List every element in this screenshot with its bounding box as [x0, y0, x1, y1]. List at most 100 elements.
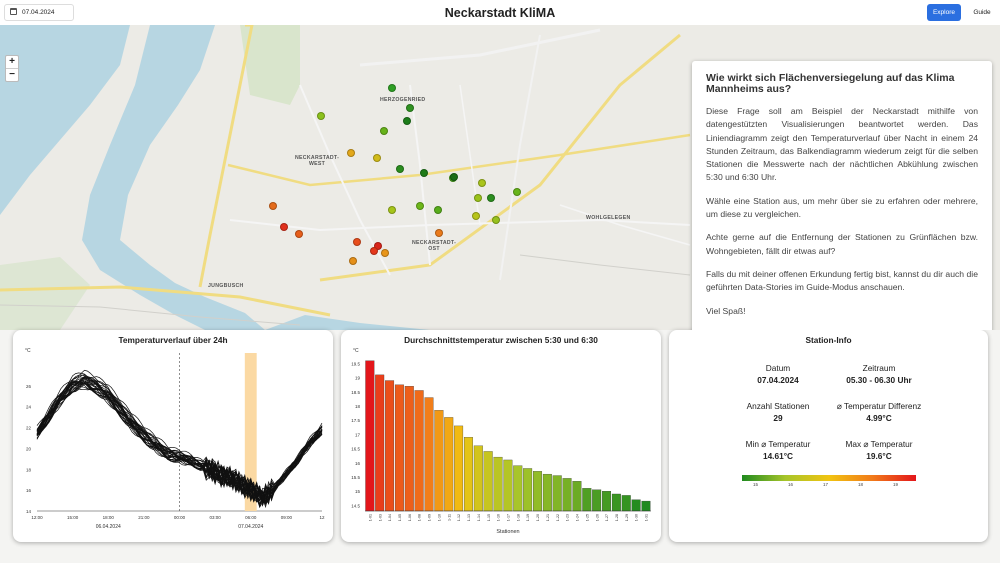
- y-tick-label: 24: [26, 405, 32, 410]
- stat-label: Anzahl Stationen: [746, 401, 810, 411]
- stat-value: 07.04.2024: [757, 375, 799, 385]
- y-tick-label: 15.5: [351, 475, 360, 480]
- x-tick-label: 1-11: [447, 514, 451, 521]
- legend-tick: 15: [753, 482, 759, 487]
- district-label-neckarstadt-ost: NECKARSTADT- OST: [412, 240, 457, 252]
- station-marker[interactable]: [373, 154, 381, 162]
- station-marker[interactable]: [435, 229, 443, 237]
- stat-label: ⌀ Temperatur Differenz: [836, 401, 922, 411]
- x-axis-label: Stationen: [496, 529, 519, 535]
- x-tick-label: 1-09: [428, 514, 432, 521]
- bar-chart-title: Durchschnittstemperatur zwischen 5:30 un…: [404, 335, 598, 345]
- bar: [513, 465, 523, 512]
- station-marker[interactable]: [513, 188, 521, 196]
- x-tick-label: 1-14: [477, 514, 481, 521]
- zoom-out-button[interactable]: −: [9, 69, 15, 80]
- x-tick-label: 1-03: [378, 514, 382, 521]
- station-marker[interactable]: [349, 257, 357, 265]
- y-axis-label: °C: [353, 348, 359, 354]
- x-tick-label: 18:00: [103, 515, 115, 520]
- station-marker[interactable]: [474, 194, 482, 202]
- station-map[interactable]: HERZOGENRIED NECKARSTADT- WEST NECKARSTA…: [0, 25, 1000, 330]
- x-tick-label: 1-28: [615, 514, 619, 521]
- station-marker[interactable]: [472, 212, 480, 220]
- station-marker[interactable]: [492, 216, 500, 224]
- station-marker[interactable]: [381, 249, 389, 257]
- stat-max: Max ⌀ Temperatur 19.6°C: [824, 438, 934, 462]
- station-info-title: Station-Info: [805, 335, 852, 345]
- station-info-panel: Station-Info Datum 07.04.2024 Zeitraum 0…: [669, 330, 988, 542]
- legend-tick: 18: [858, 482, 864, 487]
- bar: [621, 495, 631, 512]
- series-line: [36, 381, 323, 508]
- x-tick-label: 1-23: [566, 514, 570, 521]
- zoom-control: + −: [5, 55, 19, 82]
- stat-min: Min ⌀ Temperatur 14.61°C: [723, 438, 833, 462]
- x-tick-label: 1-16: [497, 514, 501, 521]
- guide-button[interactable]: Guide: [973, 9, 991, 16]
- station-marker[interactable]: [269, 202, 277, 210]
- intro-paragraph: Achte gerne auf die Entfernung der Stati…: [706, 232, 978, 256]
- station-marker[interactable]: [388, 206, 396, 214]
- station-marker[interactable]: [347, 149, 355, 157]
- station-marker[interactable]: [295, 230, 303, 238]
- x-tick-label: 1-22: [556, 514, 560, 521]
- y-tick-label: 14.5: [351, 503, 360, 508]
- bar: [503, 459, 513, 512]
- x-tick-label: 1-26: [595, 514, 599, 521]
- station-marker[interactable]: [317, 112, 325, 120]
- y-tick-label: 18: [26, 467, 32, 472]
- bar: [414, 390, 424, 512]
- intro-paragraph: Wähle eine Station aus, um mehr über sie…: [706, 195, 978, 220]
- stat-datum: Datum 07.04.2024: [723, 362, 833, 386]
- date-picker[interactable]: 07.04.2024: [4, 4, 74, 21]
- y-tick-label: 26: [26, 384, 32, 389]
- stat-value: 05.30 - 06.30 Uhr: [846, 375, 912, 385]
- x-tick-label: 1-29: [625, 514, 629, 521]
- y-tick-label: 20: [26, 446, 32, 451]
- x-tick-label: 1-25: [585, 514, 589, 521]
- x-tick-label: 1-19: [526, 514, 530, 521]
- x-tick-label: 1-27: [605, 514, 609, 521]
- station-marker[interactable]: [370, 247, 378, 255]
- series-line: [36, 372, 323, 505]
- zoom-in-button[interactable]: +: [6, 56, 18, 69]
- station-marker[interactable]: [450, 173, 458, 181]
- station-marker[interactable]: [487, 194, 495, 202]
- x-tick-label: 1-31: [645, 514, 649, 521]
- stat-value: 19.6°C: [866, 451, 892, 461]
- station-marker[interactable]: [478, 179, 486, 187]
- station-marker[interactable]: [406, 104, 414, 112]
- station-marker[interactable]: [353, 238, 361, 246]
- explore-button[interactable]: Explore: [927, 4, 961, 21]
- station-marker[interactable]: [420, 169, 428, 177]
- station-marker[interactable]: [280, 223, 288, 231]
- stat-label: Min ⌀ Temperatur: [745, 439, 811, 449]
- station-marker[interactable]: [403, 117, 411, 125]
- y-tick-label: 15: [355, 489, 361, 494]
- district-label-wohlgelegen: WOHLGELEGEN: [586, 215, 631, 221]
- station-marker[interactable]: [416, 202, 424, 210]
- bar: [533, 471, 542, 512]
- x-tick-label: 1-15: [487, 514, 491, 521]
- station-marker[interactable]: [374, 242, 382, 250]
- y-tick-label: 22: [26, 426, 32, 431]
- date-label: 06.04.2024: [96, 524, 121, 530]
- station-marker[interactable]: [380, 127, 388, 135]
- highlight-band: [244, 353, 257, 511]
- station-marker[interactable]: [434, 206, 442, 214]
- x-tick-label: 12:00: [31, 515, 43, 520]
- map-background: [0, 25, 1000, 330]
- bar: [562, 478, 572, 512]
- bar: [483, 451, 493, 512]
- x-tick-label: 1-21: [546, 514, 550, 521]
- bar-chart[interactable]: °C 14.5 15 15.5 16 16.5 17 17.5 18 18.5 19 19.5 1-01…: [341, 330, 661, 542]
- x-tick-label: 1-01: [368, 514, 372, 521]
- legend-tick: 19: [893, 482, 899, 487]
- station-marker[interactable]: [388, 84, 396, 92]
- line-chart[interactable]: °C 14 16 18 20 22 24 26 12:00 15:00 18:00 21:00 00:0…: [13, 330, 333, 542]
- bar-chart-panel: Durchschnittstemperatur zwischen 5:30 un…: [341, 330, 661, 542]
- intro-paragraph: Diese Frage soll am Beispiel der Neckars…: [706, 106, 978, 183]
- station-marker[interactable]: [396, 165, 404, 173]
- x-tick-label: 1-30: [635, 514, 639, 521]
